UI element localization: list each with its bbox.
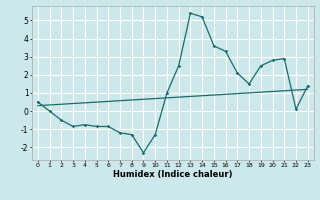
- X-axis label: Humidex (Indice chaleur): Humidex (Indice chaleur): [113, 170, 233, 179]
